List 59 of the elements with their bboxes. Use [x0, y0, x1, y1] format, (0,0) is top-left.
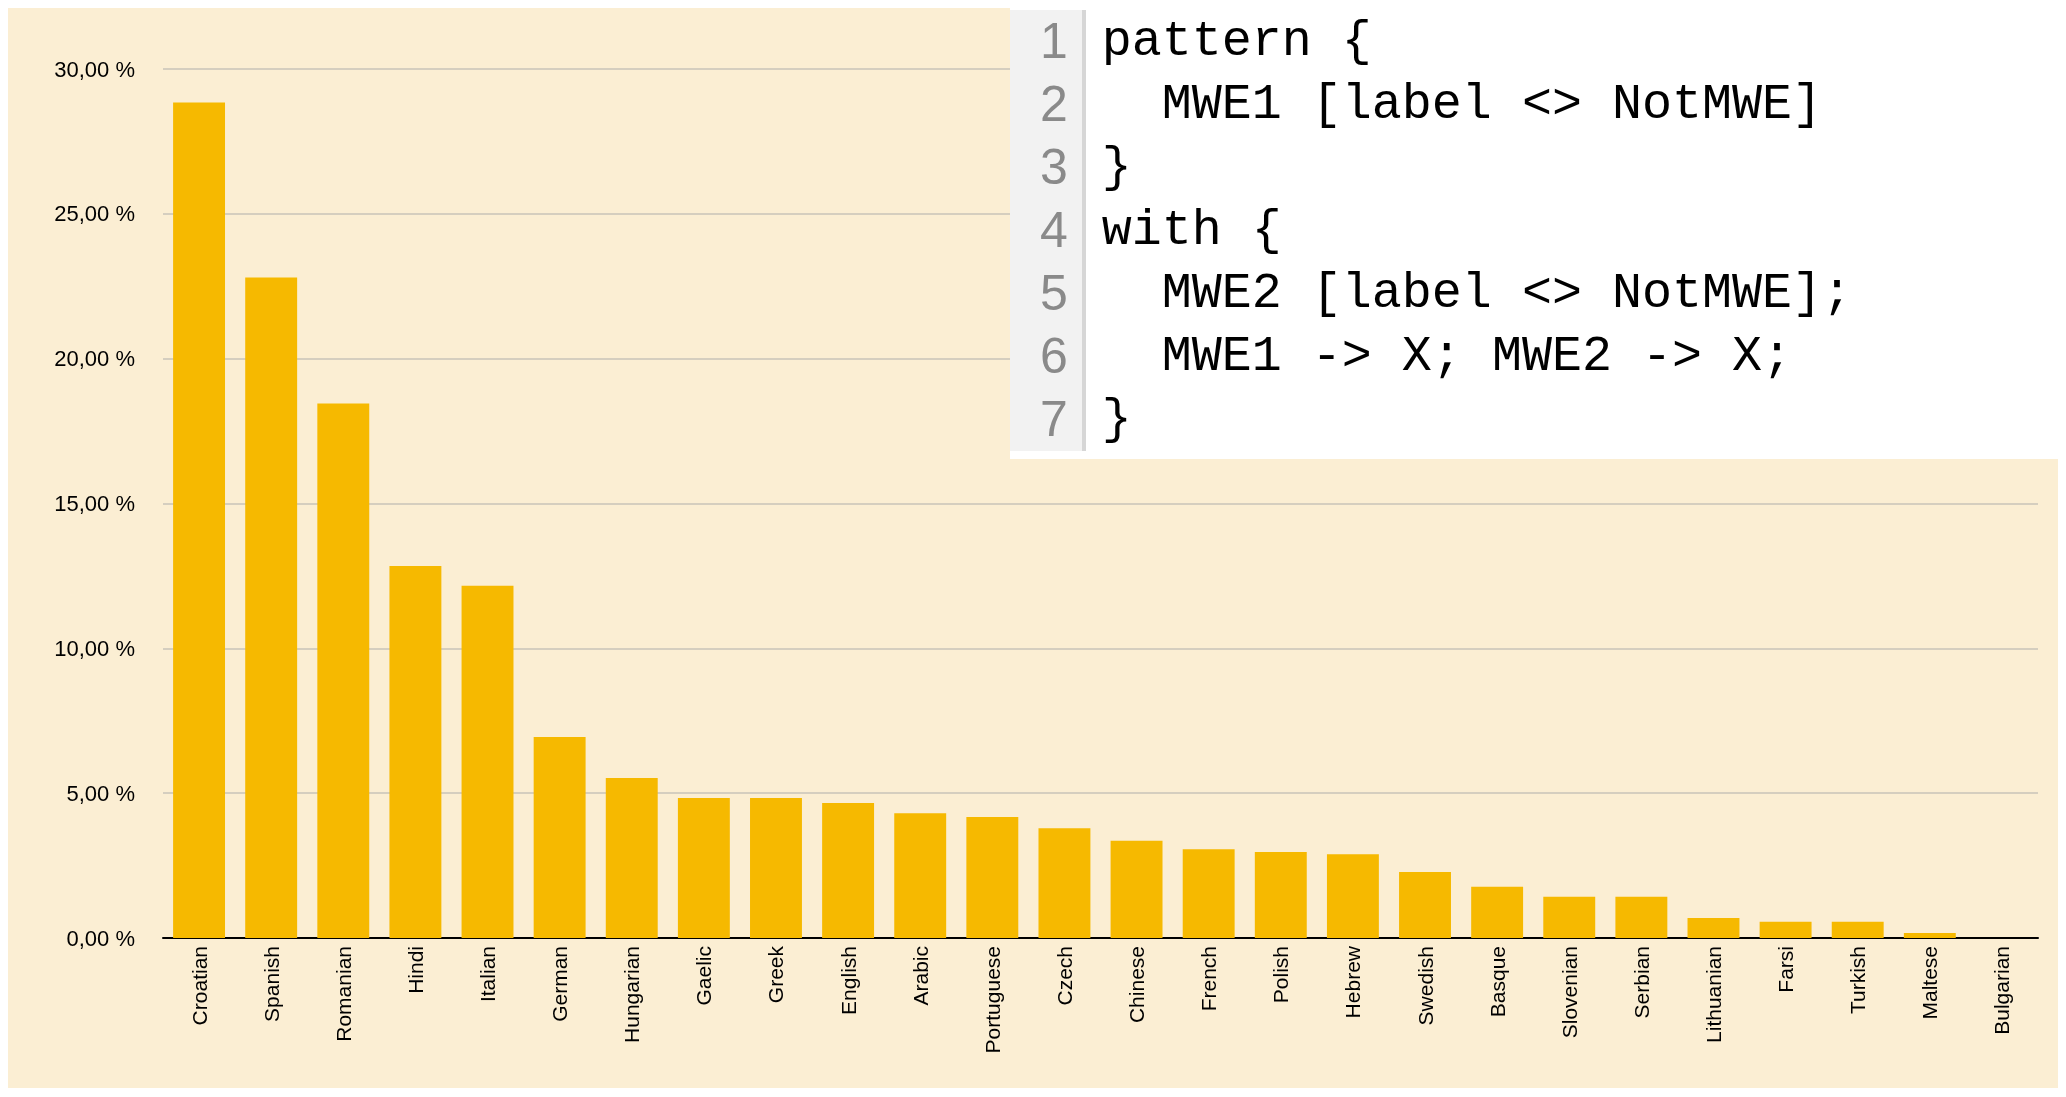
bar	[1903, 933, 1956, 938]
bar	[461, 585, 514, 938]
x-tick-label: English	[836, 946, 860, 1015]
x-tick-label: Portuguese	[980, 946, 1004, 1054]
bar	[1759, 921, 1812, 938]
y-tick-label: 15,00 %	[54, 491, 135, 516]
x-tick-label: Hindi	[403, 946, 427, 994]
bar	[1615, 896, 1668, 938]
bar	[1471, 886, 1524, 938]
bar	[1038, 828, 1091, 938]
x-tick-label: French	[1197, 946, 1221, 1012]
bar	[605, 778, 658, 938]
bar	[1543, 896, 1596, 938]
bar	[1326, 854, 1379, 938]
x-tick-label: Gaelic	[692, 946, 716, 1006]
bar	[317, 403, 370, 938]
bar	[677, 798, 730, 938]
x-tick-label: Slovenian	[1557, 946, 1581, 1039]
bar	[1182, 849, 1235, 938]
y-tick-label: 0,00 %	[66, 925, 135, 951]
bar	[1254, 851, 1307, 938]
bar	[750, 798, 802, 938]
y-tick-label: 5,00 %	[66, 780, 135, 806]
bar	[1831, 921, 1884, 938]
y-tick-label: 25,00 %	[54, 201, 135, 227]
code-panel: 1 2 3 4 5 6 7 pattern { MWE1 [label <> NotMWE] } with { MWE2 [label <> NotMWE]; MWE1 -> X; MWE2 -> X; }	[1010, 8, 2058, 459]
bar	[1399, 871, 1451, 938]
x-tick-label: German	[548, 946, 572, 1022]
x-tick-label: Hungarian	[620, 946, 644, 1043]
x-tick-label: Chinese	[1125, 946, 1149, 1024]
bar	[173, 102, 226, 938]
bar	[245, 277, 298, 938]
x-tick-label: Arabic	[908, 946, 932, 1006]
x-tick-label: Maltese	[1918, 946, 1942, 1020]
x-tick-label: Basque	[1485, 946, 1509, 1018]
bar	[966, 816, 1019, 938]
bar	[533, 736, 586, 938]
x-tick-label: Lithuanian	[1701, 946, 1725, 1043]
x-tick-label: Serbian	[1629, 946, 1653, 1019]
x-tick-label: Bulgarian	[1990, 946, 2014, 1035]
x-tick-label: Swedish	[1413, 946, 1437, 1026]
x-tick-label: Spanish	[259, 946, 283, 1022]
x-tick-label: Croatian	[187, 946, 211, 1026]
x-tick-label: Turkish	[1846, 946, 1870, 1015]
bar	[1110, 840, 1163, 938]
x-tick-label: Romanian	[331, 946, 355, 1042]
x-tick-label: Polish	[1269, 946, 1293, 1004]
x-tick-label: Farsi	[1774, 946, 1798, 993]
x-tick-label: Czech	[1052, 946, 1076, 1006]
bar	[1687, 918, 1740, 938]
bar	[894, 813, 947, 938]
y-tick-label: 20,00 %	[54, 346, 135, 372]
bar	[822, 803, 875, 938]
x-tick-label: Greek	[764, 945, 788, 1004]
x-tick-label: Hebrew	[1341, 945, 1365, 1019]
y-tick-label: 30,00 %	[54, 56, 135, 82]
x-tick-label: Italian	[476, 946, 500, 1003]
y-tick-label: 10,00 %	[54, 635, 135, 661]
bar	[389, 566, 442, 938]
